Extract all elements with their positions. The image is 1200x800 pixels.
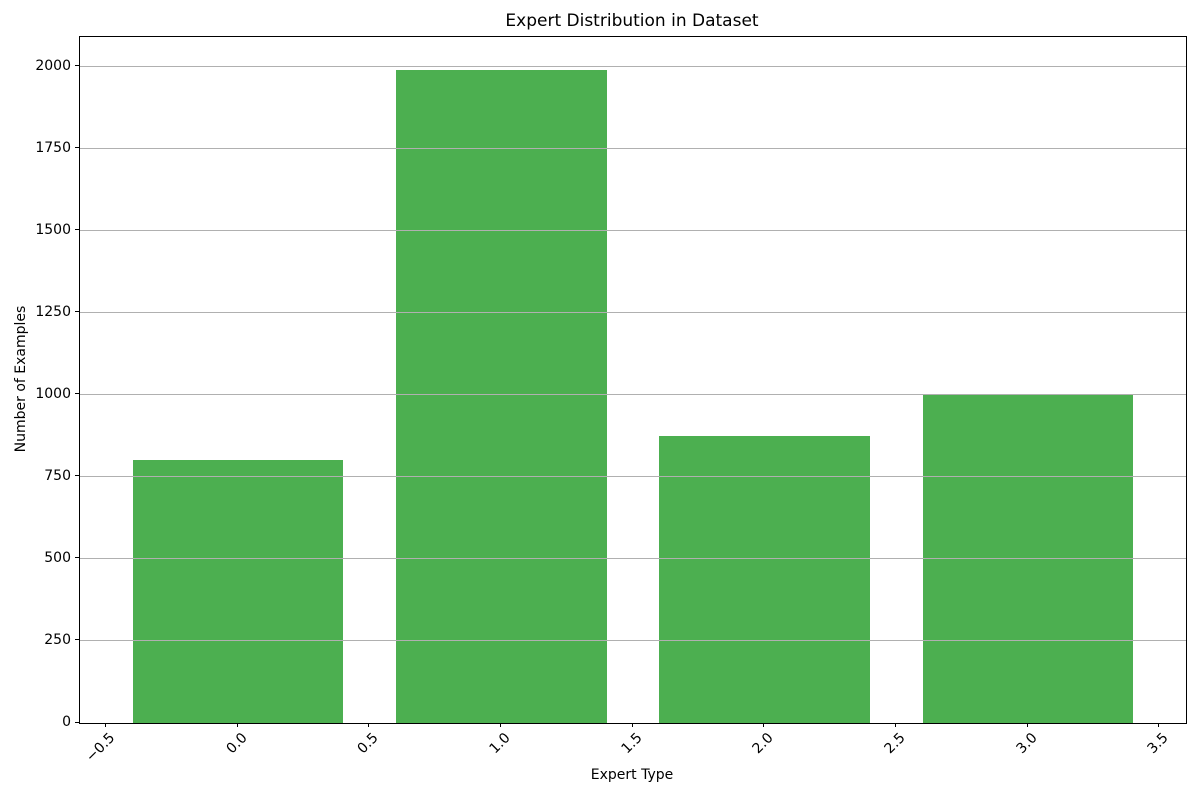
- gridline-y-250: [80, 640, 1186, 642]
- y-tick-label: 0: [62, 714, 71, 730]
- y-tick-label: 2000: [35, 57, 71, 74]
- x-axis-label: Expert Type: [590, 767, 674, 783]
- y-tick-mark: [75, 393, 79, 395]
- y-tick-label: 500: [44, 549, 71, 566]
- x-tick-label: 1.5: [618, 730, 646, 758]
- x-tick-mark: [894, 723, 896, 727]
- y-tick-mark: [75, 475, 79, 477]
- y-tick-mark: [75, 721, 79, 723]
- y-tick-mark: [75, 311, 79, 313]
- y-tick-label: 750: [44, 467, 71, 484]
- y-tick-mark: [75, 229, 79, 231]
- x-tick-mark: [499, 723, 501, 727]
- y-tick-label: 1250: [35, 303, 71, 320]
- bar-expert-2: [659, 435, 870, 723]
- y-tick-mark: [75, 65, 79, 67]
- y-tick-mark: [75, 639, 79, 641]
- x-tick-label: 3.0: [1013, 730, 1041, 758]
- x-tick-mark: [1026, 723, 1028, 727]
- y-tick-mark: [75, 147, 79, 149]
- gridline-y-1750: [80, 148, 1186, 150]
- x-tick-mark: [1158, 723, 1160, 727]
- x-tick-mark: [368, 723, 370, 727]
- y-tick-label: 250: [44, 631, 71, 648]
- x-tick-mark: [763, 723, 765, 727]
- y-tick-label: 1000: [35, 385, 71, 402]
- gridline-y-1250: [80, 312, 1186, 314]
- bar-expert-1: [396, 69, 607, 723]
- x-tick-mark: [104, 723, 106, 727]
- gridline-y-2000: [80, 66, 1186, 68]
- x-tick-label: 0.0: [223, 730, 251, 758]
- y-axis-label: Number of Examples: [13, 305, 29, 453]
- y-tick-label: 1750: [35, 139, 71, 156]
- x-tick-label: −0.5: [83, 730, 119, 766]
- x-tick-label: 3.5: [1144, 730, 1172, 758]
- x-tick-label: 0.5: [354, 730, 382, 758]
- x-tick-label: 1.0: [486, 730, 514, 758]
- bar-expert-0: [132, 460, 344, 723]
- gridline-y-1000: [80, 394, 1186, 396]
- plot-area: [79, 36, 1187, 724]
- x-tick-mark: [631, 723, 633, 727]
- gridline-y-750: [80, 476, 1186, 478]
- y-tick-mark: [75, 557, 79, 559]
- gridline-y-500: [80, 558, 1186, 560]
- x-tick-mark: [236, 723, 238, 727]
- chart-title: Expert Distribution in Dataset: [505, 11, 759, 31]
- gridline-y-1500: [80, 230, 1186, 232]
- x-tick-label: 2.0: [749, 730, 777, 758]
- x-tick-label: 2.5: [881, 730, 909, 758]
- y-tick-label: 1500: [35, 221, 71, 238]
